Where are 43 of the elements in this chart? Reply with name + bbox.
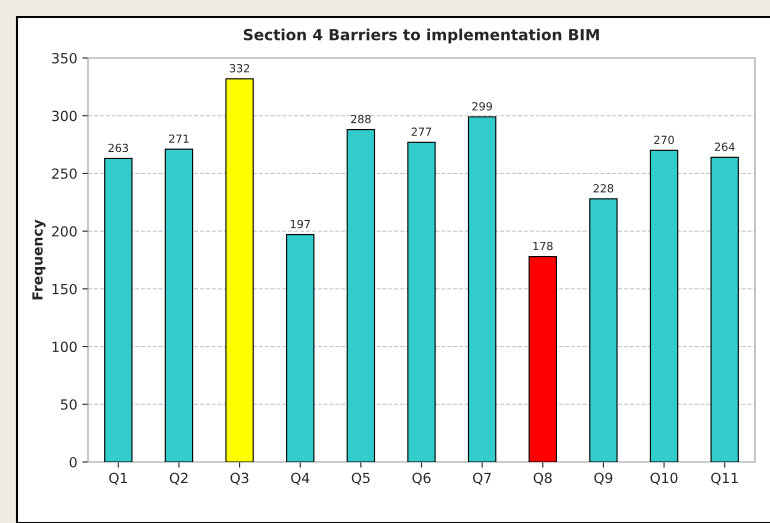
bar (346, 129, 376, 462)
y-axis-title: Frequency (32, 220, 46, 300)
data-label: 228 (594, 184, 614, 193)
data-label: 264 (714, 142, 735, 151)
data-label: 277 (412, 128, 432, 136)
bar (225, 78, 254, 462)
y-tick-label: 350 (52, 52, 77, 64)
y-tick-label: 0 (70, 456, 77, 468)
x-tick-label: Q5 (352, 472, 370, 485)
y-tick-label: 200 (52, 226, 77, 237)
data-label: 197 (290, 220, 310, 228)
x-tick-label: Q4 (291, 472, 310, 485)
y-tick-label: 100 (52, 342, 77, 352)
data-label: 263 (108, 144, 128, 152)
x-tick-label: Q8 (534, 472, 552, 485)
bar (407, 142, 436, 462)
bar (528, 256, 557, 462)
x-tick-label: Q9 (594, 472, 612, 485)
bar (286, 234, 314, 462)
y-tick-label: 300 (52, 110, 77, 122)
x-tick-label: Q1 (109, 472, 127, 485)
bar (164, 148, 194, 462)
x-tick-label: Q3 (230, 472, 248, 485)
bar (589, 198, 618, 462)
bar (468, 116, 496, 462)
x-tick-label: Q2 (170, 472, 188, 485)
x-tick-label: Q7 (473, 472, 491, 485)
bar (710, 156, 739, 462)
data-label: 178 (533, 242, 553, 250)
data-label: 332 (230, 64, 250, 72)
bar (650, 150, 678, 462)
data-label: 271 (169, 134, 189, 143)
bar (104, 158, 133, 462)
x-tick-label: Q10 (650, 472, 678, 485)
chart-title: Section 4 Barriers to implementation BIM (244, 28, 599, 44)
y-tick-label: 250 (52, 168, 77, 179)
y-tick-label: 50 (60, 399, 77, 410)
x-tick-label: Q6 (412, 472, 431, 485)
data-label: 288 (351, 114, 371, 124)
x-tick-label: Q11 (711, 472, 738, 485)
data-label: 299 (472, 102, 492, 111)
data-label: 270 (654, 136, 674, 144)
y-tick-label: 150 (52, 284, 77, 294)
